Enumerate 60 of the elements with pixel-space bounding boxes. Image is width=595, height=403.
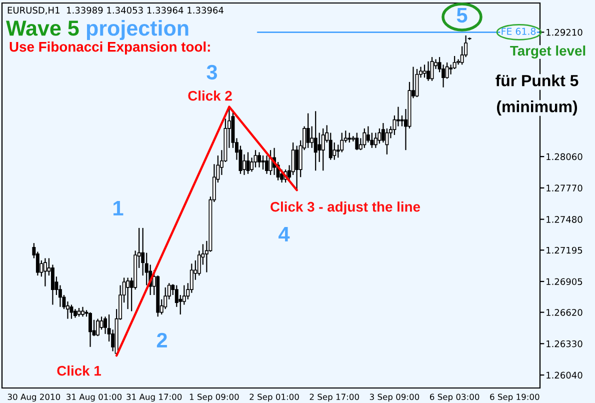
annotation: 4 [278,227,290,242]
x-tick-label: 2 Sep 01:00 [250,394,299,402]
x-tick-label: 3 Sep 09:00 [370,394,420,402]
y-tick-label: 1.28060 [546,153,582,160]
candlestick [306,112,310,148]
annotation: Click 1 [57,366,102,376]
candlestick [378,128,382,144]
y-tick-label: 1.26040 [546,372,582,379]
candlestick [96,318,100,337]
candlestick [242,154,246,176]
annotation: 5 [456,8,468,23]
candlestick [314,110,318,172]
y-tick-label: 1.27195 [546,246,582,254]
candlestick [362,128,366,148]
candlestick [88,312,92,348]
y-tick-label: 1.29210 [546,28,582,36]
x-tick-label: 30 Aug 2010 [8,394,60,402]
candlestick [43,258,47,287]
candlestick [254,150,258,168]
y-tick-label: 1.26330 [546,340,582,348]
text: Wave 5 projection [6,20,188,40]
candlestick [318,132,322,163]
candlestick [400,114,404,127]
x-tick-label: 6 Sep 19:00 [490,394,540,402]
candlestick [321,128,325,172]
x-tick-label: 31 Aug 01:00 [66,394,122,402]
y-tick-label: 1.26620 [546,309,582,316]
candlestick [426,60,430,82]
annotation: EURUSD,H1 1.33989 1.34053 1.33964 1.33964 [8,6,224,15]
x-tick-label: 31 Aug 17:00 [126,394,182,402]
candlestick [422,64,426,78]
candlestick [295,145,299,191]
y-tick-label: 1.27480 [546,216,582,223]
candlestick [261,154,265,170]
x-tick-label: 2 Sep 17:00 [310,394,359,402]
candlestick [396,106,400,127]
annotation: für Punkt 5 [496,74,578,86]
ref-line-label: FE 61.8 [502,28,536,35]
candlestick [265,154,269,174]
candlestick [332,142,336,160]
annotation: Click 3 - adjust the line [270,202,420,214]
annotation: Click 2 [188,90,232,101]
x-tick-label: 6 Sep 03:00 [430,394,480,402]
annotation: Target level [510,45,586,59]
annotation: 1 [114,201,124,216]
candlestick [81,306,84,318]
candlestick [355,132,359,151]
annotation: 3 [206,64,218,80]
x-tick-label: 1 Sep 09:00 [190,394,239,402]
candlestick [70,304,74,320]
annotation: (minimum) [496,100,578,116]
text: Use Fibonacci Expansion tool: [10,42,210,54]
candlestick [126,277,130,310]
candlestick [374,132,378,148]
y-tick-label: 1.27770 [546,184,582,192]
candlestick [430,56,434,82]
candlestick [258,152,261,168]
y-tick-label: 1.26905 [546,278,582,286]
annotation: 2 [156,332,167,348]
candlestick [310,126,314,148]
